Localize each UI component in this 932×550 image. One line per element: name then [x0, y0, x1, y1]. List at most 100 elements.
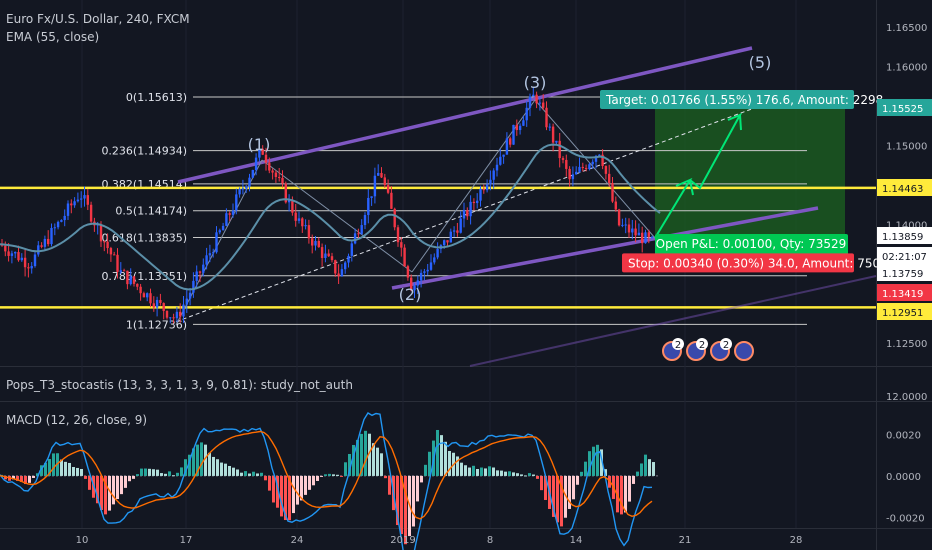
candle-body: [459, 218, 462, 233]
candle-body: [344, 262, 347, 270]
candle-body: [449, 231, 452, 243]
macd-bar: [524, 475, 527, 477]
macd-bar: [224, 463, 227, 476]
candle-body: [33, 254, 37, 267]
price-tag-box: [877, 227, 932, 244]
candle-body: [83, 195, 86, 199]
macd-bar: [484, 468, 487, 476]
price-tag-label: 1.13859: [882, 232, 923, 243]
macd-bar: [24, 475, 27, 485]
macd-bar: [112, 475, 115, 505]
candle-body: [608, 173, 611, 183]
price-tag-label: 1.15525: [882, 104, 923, 115]
event-badge: [672, 338, 684, 350]
macd-bar: [196, 444, 199, 476]
macd-bar: [596, 444, 599, 476]
macd-bar: [156, 469, 159, 476]
macd-bar: [644, 454, 647, 476]
macd-bar: [304, 475, 307, 495]
price-tag-box: [877, 179, 932, 196]
price-tag-box: [877, 303, 932, 320]
macd-bar: [356, 439, 359, 476]
x-tick-label: 28: [790, 535, 803, 546]
macd-bar: [588, 451, 591, 476]
candle-body: [212, 252, 215, 254]
candle-body: [278, 176, 281, 178]
candle-body: [545, 107, 548, 128]
x-tick-label: 21: [679, 535, 692, 546]
candle-body: [535, 94, 538, 104]
event-badge-count: 2: [675, 340, 681, 351]
candle-body: [165, 310, 169, 318]
macd-bar: [620, 475, 623, 515]
candle-body: [538, 102, 542, 104]
candle-body: [142, 293, 146, 298]
candle-body: [70, 203, 73, 206]
fib-level-label: 1(1.12736): [126, 318, 187, 331]
candle-body: [337, 273, 340, 277]
macd-bar: [572, 475, 575, 500]
fib-level-label: 0.618(1.13835): [101, 232, 187, 245]
candle-body: [485, 184, 489, 191]
candle-body: [320, 247, 324, 258]
candle-body: [228, 213, 231, 215]
candle-body: [159, 299, 162, 304]
macd-bar: [312, 475, 315, 486]
macd-bar: [216, 459, 219, 476]
candle-body: [584, 167, 588, 170]
macd-bar: [68, 462, 71, 476]
candle-body: [479, 188, 482, 201]
macd-bar: [448, 451, 451, 476]
candle-body: [56, 221, 60, 228]
macd-bar: [332, 474, 335, 476]
macd-bar: [164, 473, 167, 476]
candle-body: [195, 271, 198, 281]
channel-faded-line: [469, 275, 877, 367]
macd-tick-label: 0.0000: [886, 472, 921, 483]
candle-body: [532, 94, 535, 97]
candle-body: [10, 253, 14, 256]
candle-body: [119, 270, 122, 272]
macd-bar: [72, 467, 75, 476]
price-tag-label: 1.13419: [882, 289, 923, 300]
candle-body: [423, 271, 426, 273]
target-label-box: [600, 89, 854, 109]
macd-bar: [532, 474, 535, 476]
macd-bar: [480, 467, 483, 476]
macd-bar: [260, 472, 263, 476]
macd-bar: [48, 459, 51, 476]
candle-body: [297, 218, 301, 221]
macd-bar: [348, 453, 351, 476]
candle-body: [27, 267, 30, 269]
candle-body: [370, 196, 373, 198]
candle-body: [4, 245, 7, 252]
channel-upper-line: [177, 46, 753, 184]
candle-body: [644, 232, 647, 244]
macd-bar: [256, 473, 259, 476]
macd-bar: [144, 468, 147, 476]
event-badge: [696, 338, 708, 350]
candle-body: [426, 269, 429, 272]
candle-body: [86, 195, 89, 205]
candle-body: [136, 283, 139, 287]
candle-body: [50, 227, 53, 245]
macd-bar: [280, 475, 283, 517]
x-tick-label: 8: [487, 535, 493, 546]
macd-bar: [160, 473, 163, 476]
candle-body: [598, 154, 601, 156]
candle-body: [254, 157, 258, 170]
candle-body: [393, 208, 396, 228]
macd-bar: [632, 475, 635, 484]
candle-body: [340, 269, 344, 277]
candle-body: [419, 272, 423, 281]
candle-body: [433, 257, 436, 263]
wave-label: (5): [749, 53, 772, 72]
candle-body: [99, 224, 103, 242]
candle-body: [505, 138, 509, 155]
macd-bar: [120, 475, 123, 495]
candle-body: [7, 251, 10, 256]
candle-body: [149, 293, 152, 304]
macd-bar: [384, 475, 387, 479]
macd-bar: [404, 475, 407, 545]
